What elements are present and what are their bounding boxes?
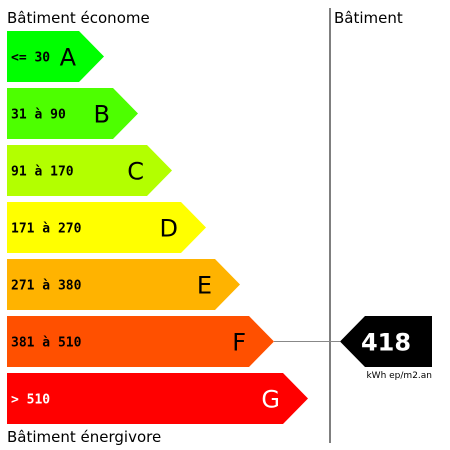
- range-label-b: 31 à 90: [11, 108, 66, 123]
- class-letter-c: C: [127, 158, 144, 186]
- range-label-d: 171 à 270: [11, 222, 82, 237]
- bar-c: [7, 145, 172, 196]
- class-letter-a: A: [60, 44, 77, 72]
- bar-d: [7, 202, 206, 253]
- bar-a: [7, 31, 104, 82]
- class-letter-g: G: [261, 386, 280, 414]
- range-label-f: 381 à 510: [11, 336, 82, 351]
- header-econome: Bâtiment économe: [7, 9, 150, 27]
- range-label-g: > 510: [11, 393, 50, 408]
- value-label: 418: [361, 329, 411, 357]
- value-indicator: 418 kWh ep/m2.an: [274, 316, 432, 381]
- unit-label: kWh ep/m2.an: [366, 371, 432, 381]
- bar-f: [7, 316, 274, 367]
- class-letter-e: E: [197, 272, 212, 300]
- value-arrow: [340, 316, 432, 367]
- class-letter-b: B: [94, 101, 110, 129]
- class-letter-f: F: [232, 329, 246, 357]
- bar-g: [7, 373, 308, 424]
- range-label-e: 271 à 380: [11, 279, 82, 294]
- bar-b: [7, 88, 138, 139]
- range-label-a: <= 30: [11, 51, 50, 66]
- header-energivore: Bâtiment énergivore: [7, 428, 161, 446]
- header-batiment: Bâtiment: [334, 9, 403, 27]
- rating-bars: <= 30 A 31 à 90 B 91 à 170 C 171 à 270 D 271 à 3…: [7, 31, 308, 424]
- bar-e: [7, 259, 240, 310]
- class-letter-d: D: [160, 215, 178, 243]
- range-label-c: 91 à 170: [11, 165, 74, 180]
